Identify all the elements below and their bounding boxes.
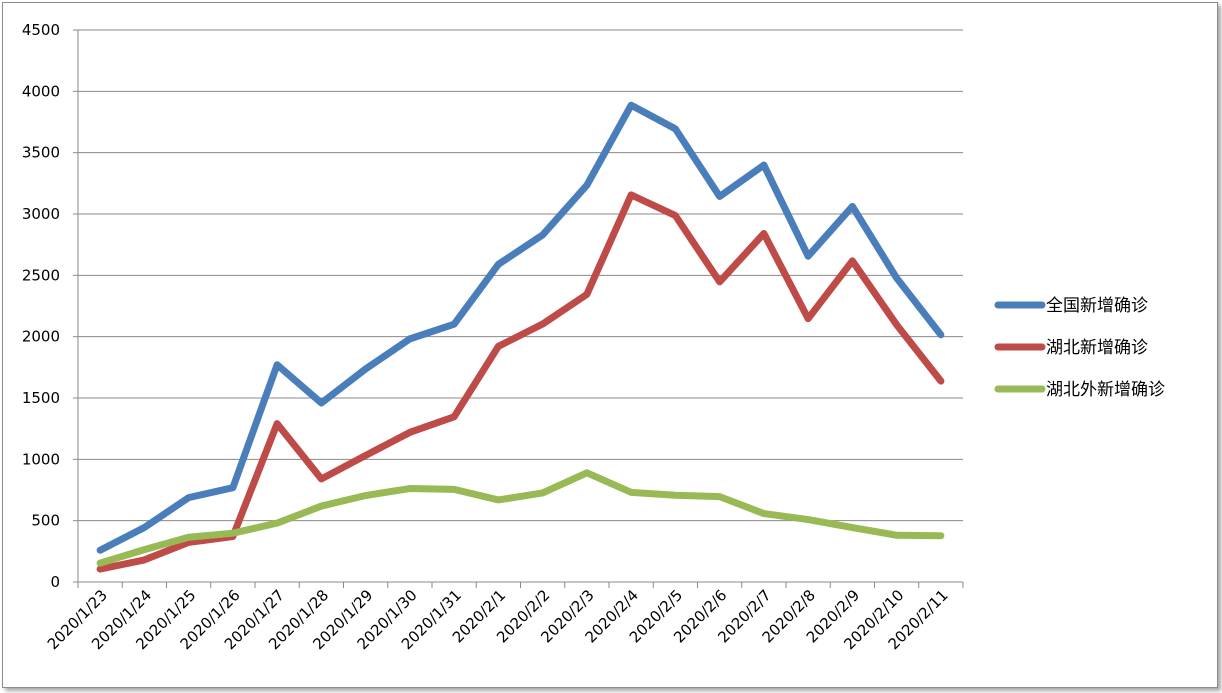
data-point xyxy=(100,550,101,551)
data-point xyxy=(498,264,499,265)
data-point xyxy=(277,364,278,365)
data-point xyxy=(365,495,366,496)
data-point xyxy=(631,194,632,195)
y-tick-label: 3500 xyxy=(22,144,60,162)
data-point xyxy=(100,569,101,570)
data-point xyxy=(675,495,676,496)
gridlines xyxy=(78,29,963,522)
data-point xyxy=(321,478,322,479)
data-point xyxy=(454,416,455,417)
data-point xyxy=(232,487,233,488)
data-point xyxy=(631,105,632,106)
series-line-outside-hubei xyxy=(96,469,945,567)
data-point xyxy=(100,563,101,564)
data-point xyxy=(808,318,809,319)
data-point xyxy=(454,324,455,325)
data-point xyxy=(808,519,809,520)
y-tick-label: 2500 xyxy=(22,266,60,284)
data-point xyxy=(852,260,853,261)
data-point xyxy=(498,346,499,347)
y-tick-label: 3000 xyxy=(22,205,60,223)
data-point xyxy=(896,535,897,536)
data-point xyxy=(719,496,720,497)
y-tick-label: 4000 xyxy=(22,82,60,100)
data-point xyxy=(940,381,941,382)
data-point xyxy=(277,423,278,424)
y-tick-label: 0 xyxy=(50,573,60,591)
data-point xyxy=(277,523,278,524)
data-point xyxy=(719,196,720,197)
data-point xyxy=(542,324,543,325)
data-point xyxy=(763,233,764,234)
legend-label: 全国新增确诊 xyxy=(1046,296,1148,316)
data-point xyxy=(365,368,366,369)
data-point xyxy=(144,549,145,550)
data-point xyxy=(763,513,764,514)
data-point xyxy=(232,533,233,534)
y-tick-label: 4500 xyxy=(22,21,60,39)
data-point xyxy=(321,506,322,507)
y-tick-label: 1000 xyxy=(22,450,60,468)
data-point xyxy=(808,256,809,257)
series-line-hubei xyxy=(96,191,945,573)
data-point xyxy=(940,535,941,536)
data-point xyxy=(365,455,366,456)
y-tick-label: 2000 xyxy=(22,328,60,346)
data-point xyxy=(631,492,632,493)
data-point xyxy=(675,215,676,216)
data-point xyxy=(321,403,322,404)
data-point xyxy=(852,527,853,528)
data-point xyxy=(542,492,543,493)
data-point xyxy=(586,472,587,473)
data-point xyxy=(586,185,587,186)
data-point xyxy=(144,527,145,528)
data-point xyxy=(852,206,853,207)
data-point xyxy=(763,165,764,166)
data-point xyxy=(586,294,587,295)
data-point xyxy=(188,542,189,543)
data-point xyxy=(409,488,410,489)
data-point xyxy=(675,128,676,129)
data-point xyxy=(409,338,410,339)
data-point xyxy=(188,537,189,538)
legend-label: 湖北新增确诊 xyxy=(1046,338,1148,358)
data-point xyxy=(498,499,499,500)
data-point xyxy=(896,278,897,279)
data-point xyxy=(896,324,897,325)
series-line-national xyxy=(96,101,945,554)
data-point xyxy=(542,234,543,235)
data-point xyxy=(454,489,455,490)
data-point xyxy=(144,559,145,560)
data-point xyxy=(940,334,941,335)
data-point xyxy=(188,497,189,498)
y-tick-label: 1500 xyxy=(22,389,60,407)
series-lines xyxy=(96,101,945,573)
legend-label: 湖北外新增确诊 xyxy=(1046,380,1165,400)
data-point xyxy=(719,281,720,282)
y-tick-label: 500 xyxy=(31,512,60,530)
data-point xyxy=(409,432,410,433)
